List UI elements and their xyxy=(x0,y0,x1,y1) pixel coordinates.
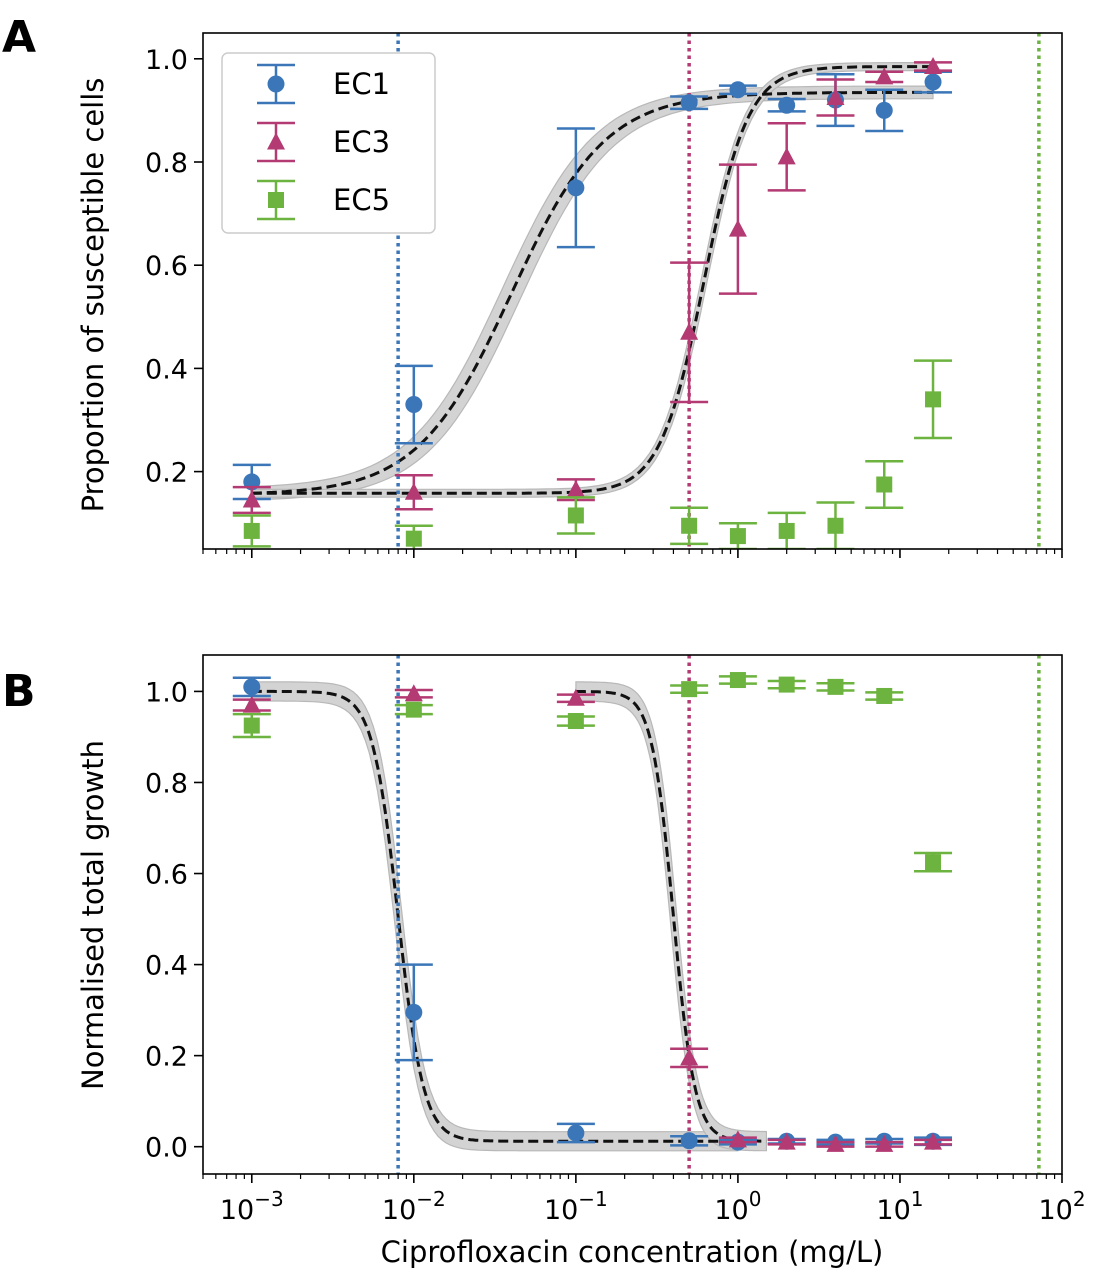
legend-marker xyxy=(267,75,285,93)
data-point xyxy=(681,517,698,534)
y-tick-label: 0.8 xyxy=(145,768,188,799)
data-point xyxy=(925,391,942,408)
data-point xyxy=(827,678,844,695)
confidence-band-0 xyxy=(251,85,934,501)
data-point xyxy=(729,81,747,99)
data-point xyxy=(778,676,795,693)
legend-marker xyxy=(267,132,285,150)
data-point xyxy=(405,396,423,414)
data-point xyxy=(243,678,261,696)
series-ec5 xyxy=(232,359,953,549)
data-point xyxy=(729,528,746,545)
data-point xyxy=(405,701,422,718)
legend-label: EC1 xyxy=(333,67,390,101)
data-point xyxy=(566,480,585,498)
data-point xyxy=(567,507,584,524)
fit-curve-0 xyxy=(251,689,738,1143)
panel-a: A Proportion of susceptible cells 0.2 0.4… xyxy=(2,12,1063,558)
data-point xyxy=(875,101,893,119)
data-point xyxy=(567,179,585,197)
data-point xyxy=(925,854,942,871)
data-point xyxy=(404,684,423,702)
series-ec3 xyxy=(232,57,953,515)
plot-content xyxy=(232,33,1041,549)
y-tick-label: 1.0 xyxy=(145,45,188,76)
axes-frame xyxy=(202,32,1063,550)
x-tick-label: 10−2 xyxy=(382,1187,446,1226)
fit-curve-1 xyxy=(575,690,767,1143)
y-tick-label: 0.2 xyxy=(145,458,188,489)
data-point xyxy=(681,681,698,698)
data-point xyxy=(680,322,699,340)
y-tick-label: 0.0 xyxy=(145,1133,188,1164)
data-point xyxy=(680,94,698,112)
legend-label: EC3 xyxy=(333,125,390,159)
panel-b: B Normalised total growth Ciprofloxacin … xyxy=(2,654,1086,1269)
data-point xyxy=(826,1134,845,1152)
y-tick-label: 0.4 xyxy=(145,354,188,385)
legend-box xyxy=(221,52,436,234)
legend: EC1 EC3 EC5 xyxy=(221,52,436,234)
fit-curve-0 xyxy=(251,90,933,495)
panel-a-letter: A xyxy=(2,12,36,63)
series-ec5 xyxy=(232,672,953,873)
data-point xyxy=(778,522,795,539)
data-point xyxy=(567,713,584,730)
data-point xyxy=(680,1132,698,1150)
data-point xyxy=(242,490,261,508)
y-tick-label: 0.6 xyxy=(145,860,188,891)
x-tick-label: 100 xyxy=(714,1187,761,1226)
y-tick-label: 0.2 xyxy=(145,1042,188,1073)
plot-content xyxy=(232,655,1041,1174)
x-tick-label: 101 xyxy=(876,1187,923,1226)
data-point xyxy=(875,1134,894,1152)
series-ec3 xyxy=(232,684,953,1152)
data-point xyxy=(778,96,796,114)
data-point xyxy=(777,1132,796,1150)
data-point xyxy=(924,73,942,91)
data-point xyxy=(243,522,260,539)
data-point xyxy=(924,57,943,75)
data-point xyxy=(404,482,423,500)
data-point xyxy=(680,1048,699,1066)
x-tick-label: 10−3 xyxy=(220,1187,284,1226)
x-tick-label: 102 xyxy=(1038,1187,1085,1226)
legend-marker xyxy=(268,192,284,208)
confidence-band-1 xyxy=(575,681,768,1152)
data-point xyxy=(826,88,845,105)
data-point xyxy=(728,1130,747,1148)
data-point xyxy=(827,517,844,534)
data-point xyxy=(728,219,747,237)
data-point xyxy=(566,688,585,706)
panel-b-plot-area xyxy=(203,655,1062,1174)
data-point xyxy=(243,717,260,734)
data-point xyxy=(875,67,894,85)
fit-curve-1 xyxy=(251,65,933,495)
panel-b-x-axis-label: Ciprofloxacin concentration (mg/L) xyxy=(381,1235,884,1269)
y-tick-label: 0.4 xyxy=(145,951,188,982)
panel-a-y-axis-label: Proportion of susceptible cells xyxy=(76,78,110,513)
panel-b-letter: B xyxy=(2,666,36,717)
y-tick-label: 0.6 xyxy=(145,251,188,282)
data-point xyxy=(405,1003,423,1021)
data-point xyxy=(729,672,746,689)
data-point xyxy=(242,695,261,713)
axes-frame xyxy=(202,654,1063,1175)
data-point xyxy=(876,687,893,704)
panel-b-y-axis-label: Normalised total growth xyxy=(76,740,110,1090)
data-point xyxy=(777,147,796,165)
data-point xyxy=(567,1124,585,1142)
y-tick-label: 0.8 xyxy=(145,148,188,179)
x-tick-label: 10−1 xyxy=(544,1187,608,1226)
data-point xyxy=(924,1132,943,1150)
legend-label: EC5 xyxy=(333,183,390,217)
data-point xyxy=(405,530,422,547)
y-tick-label: 1.0 xyxy=(145,677,188,708)
data-point xyxy=(876,476,893,493)
